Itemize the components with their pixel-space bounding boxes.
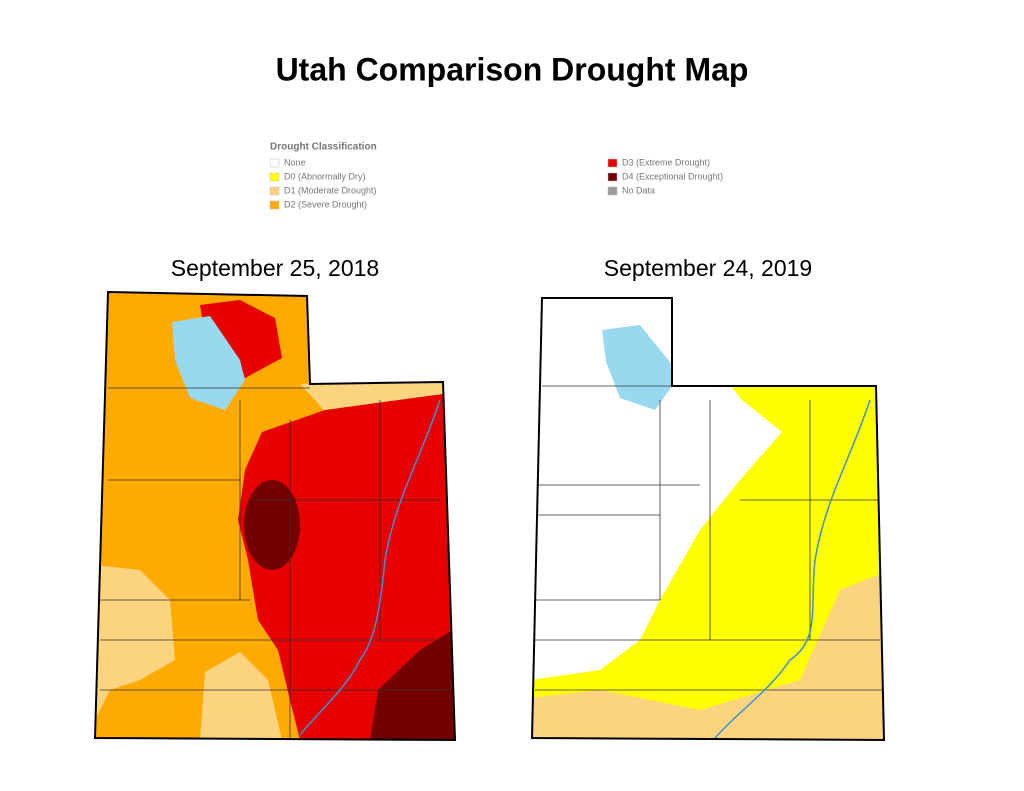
legend-swatch bbox=[269, 158, 280, 168]
legend: None D0 (Abnormally Dry) D1 (Moderate Drou… bbox=[269, 157, 723, 210]
map-date: September 25, 2018 bbox=[171, 255, 379, 281]
legend-label: D1 (Moderate Drought) bbox=[284, 185, 377, 195]
legend-label: No Data bbox=[622, 185, 655, 195]
legend-label: D2 (Severe Drought) bbox=[284, 199, 367, 209]
legend-swatch bbox=[269, 186, 280, 196]
legend-swatch bbox=[607, 158, 618, 168]
legend-label: None bbox=[284, 157, 306, 167]
legend-swatch bbox=[607, 172, 618, 182]
legend-label: D3 (Extreme Drought) bbox=[622, 157, 710, 167]
map-2019 bbox=[532, 298, 884, 740]
legend-swatch bbox=[607, 186, 618, 196]
legend-swatch bbox=[269, 200, 280, 210]
legend-swatch bbox=[269, 172, 280, 182]
legend-label: D0 (Abnormally Dry) bbox=[284, 171, 366, 181]
title: Utah Comparison Drought Map bbox=[276, 51, 749, 87]
map-2018 bbox=[95, 292, 455, 740]
legend-title: Drought Classification bbox=[270, 142, 377, 153]
map-date: September 24, 2019 bbox=[604, 255, 812, 281]
legend-label: D4 (Exceptional Drought) bbox=[622, 171, 723, 181]
